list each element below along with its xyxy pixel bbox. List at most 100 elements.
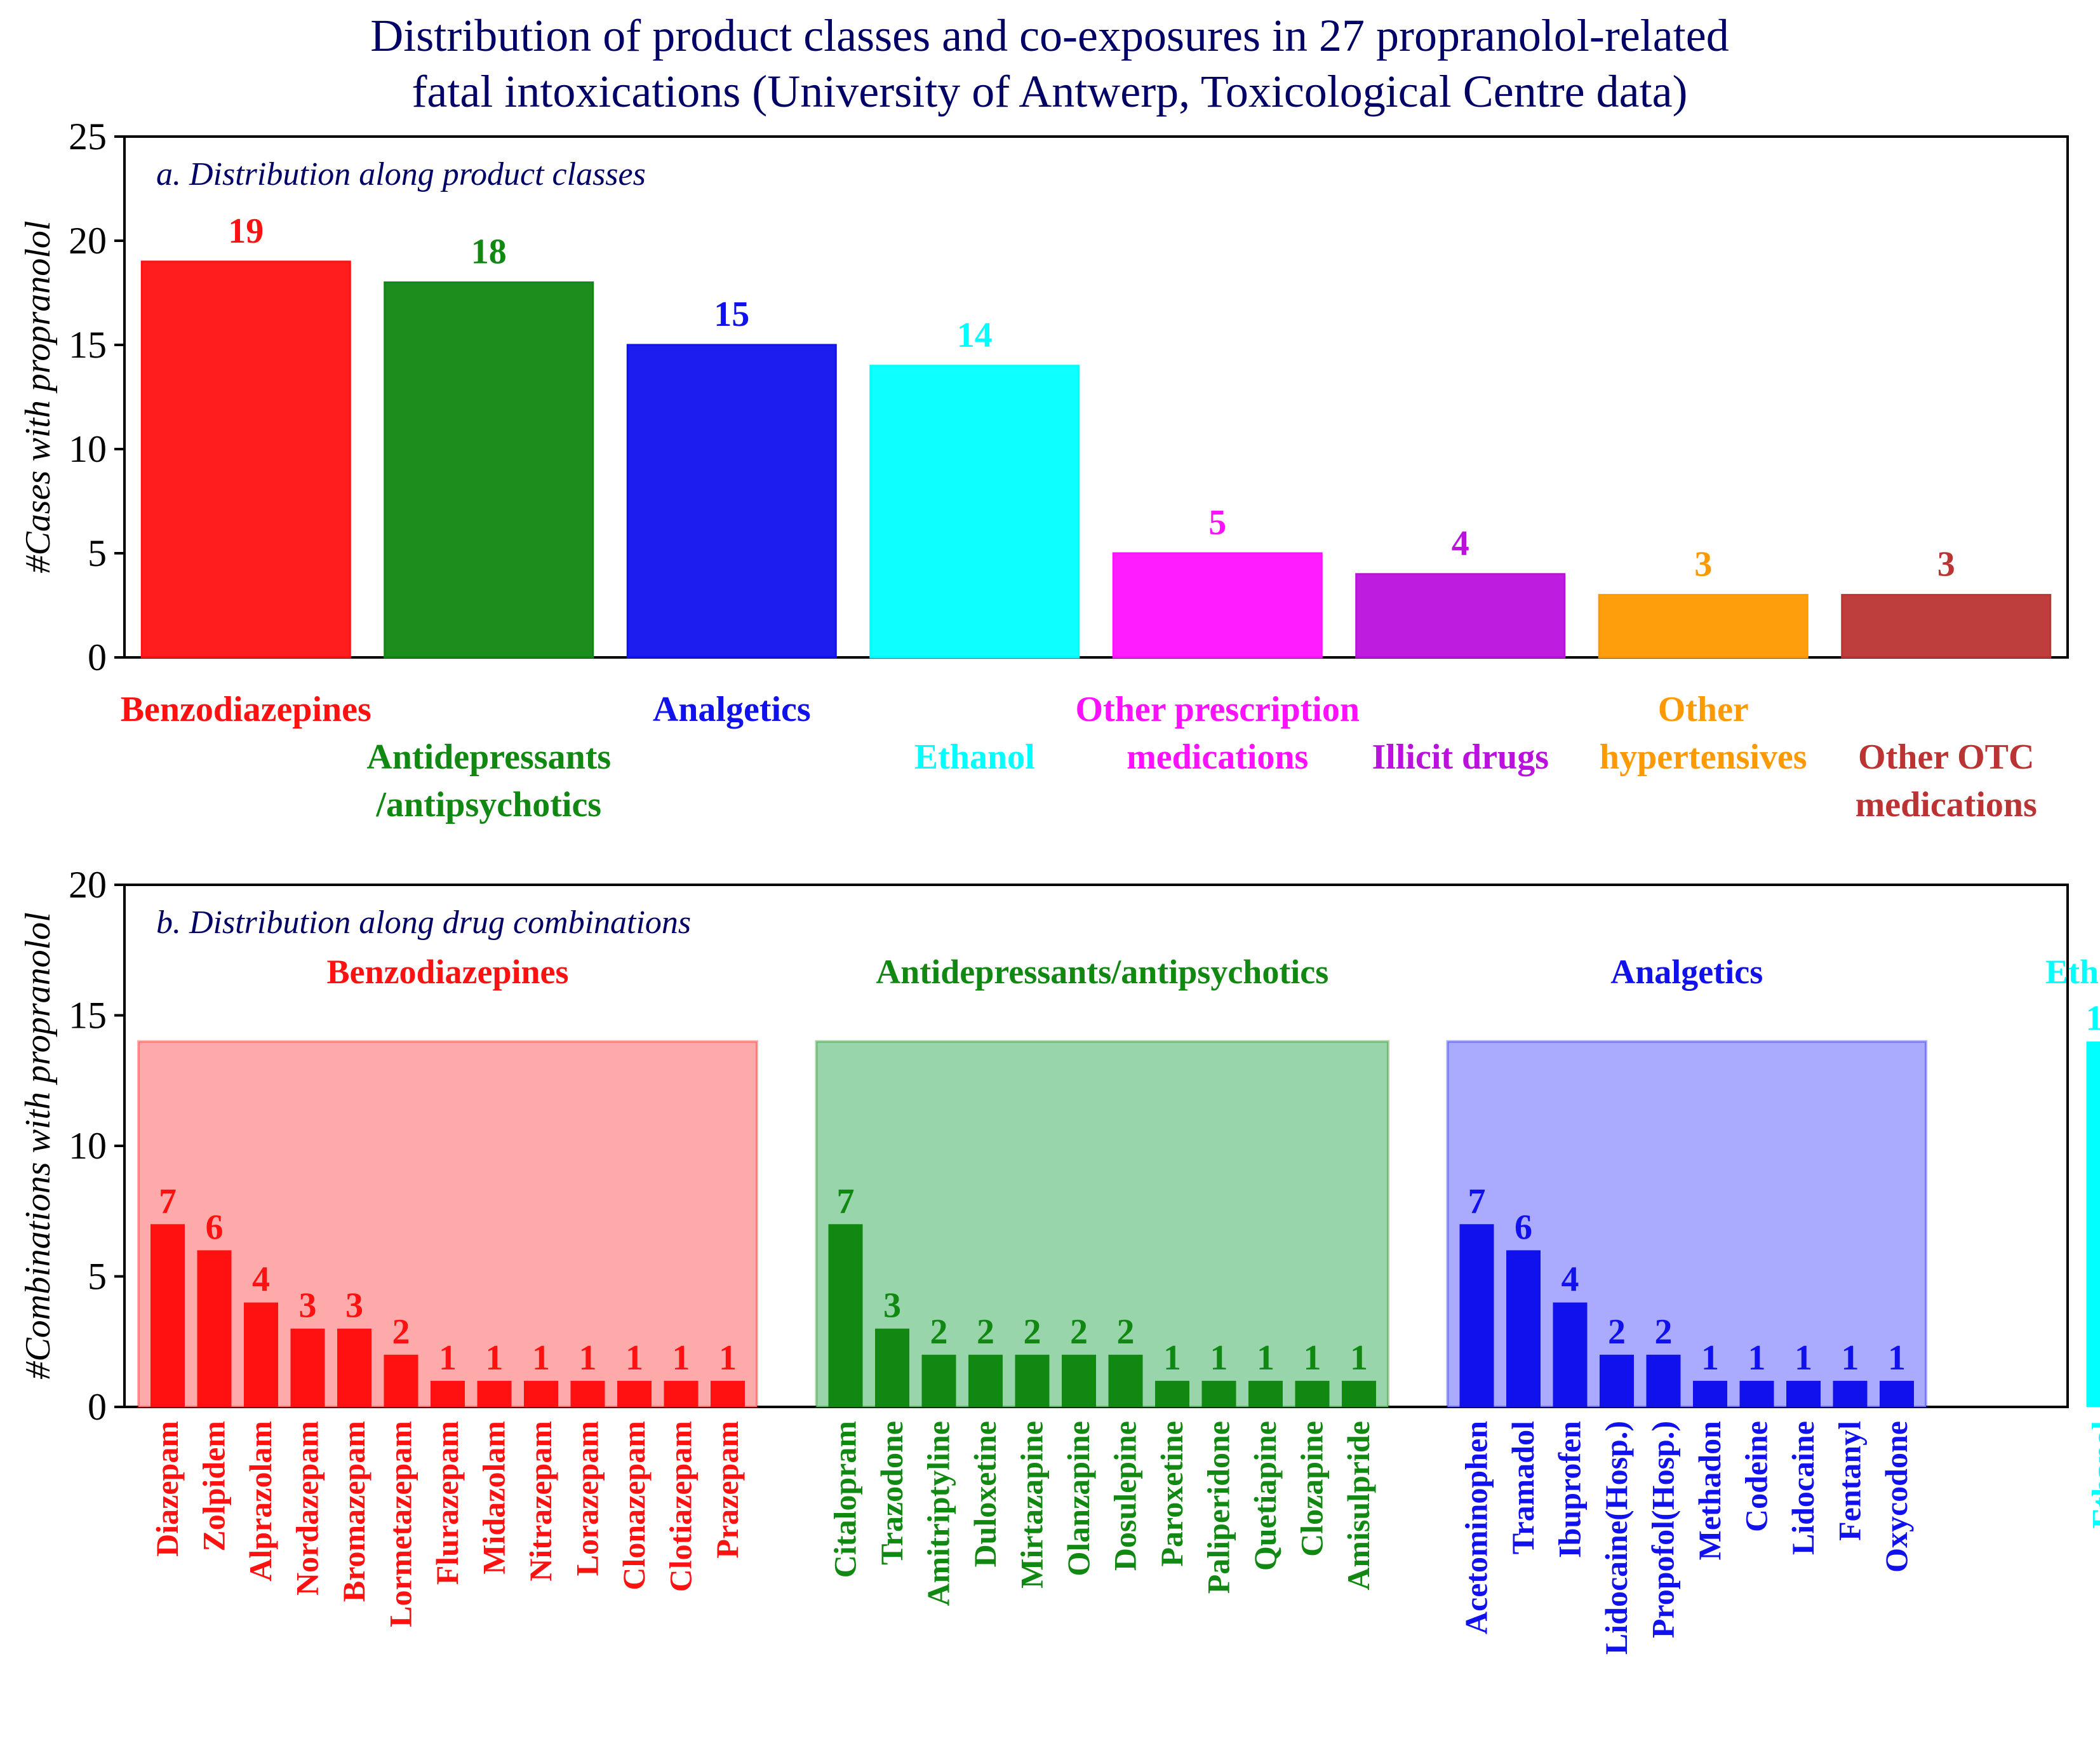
panel-b-value-label-2-2: 3 [883,1286,901,1326]
panel-b-bar-3-9 [1833,1380,1868,1407]
panel-b-drug-label-3-6: Methadon [1692,1421,1727,1561]
panel-b-value-label-3-1: 7 [1468,1181,1486,1221]
panel-b-drug-label-1-6: Lormetazepam [383,1421,418,1627]
panel-b-ytick-label-20: 20 [69,864,107,906]
panel-b-drug-label-2-2: Trazodone [874,1421,909,1565]
panel-b-bar-2-4 [968,1354,1003,1407]
panel-b-value-label-4-1: 14 [2086,999,2100,1039]
chart-title-line-2: fatal intoxications (University of Antwe… [411,66,1687,117]
panel-a-bar-7 [1598,594,1809,659]
panel-b-value-label-1-11: 1 [625,1338,643,1378]
panel-b-value-label-1-10: 1 [579,1338,597,1378]
panel-b-drug-label-2-4: Duloxetine [967,1421,1003,1568]
panel-a-category-label-1-line-1: Benzodiazepines [121,690,371,729]
panel-b-bar-2-9 [1201,1380,1236,1407]
panel-a-value-label-8: 3 [1937,545,1955,584]
panel-b-value-label-1-1: 7 [159,1181,177,1221]
panel-b-value-label-3-5: 2 [1655,1312,1673,1352]
panel-b-drug-label-1-4: Nordazepam [290,1421,325,1596]
panel-b-value-label-2-3: 2 [930,1312,948,1352]
panel-b-drug-label-2-7: Dosulepine [1107,1421,1143,1571]
panel-b-value-label-2-9: 1 [1210,1338,1228,1378]
panel-b-bar-1-12 [664,1380,699,1407]
panel-a-bar-6 [1355,573,1566,659]
panel-b-bar-1-10 [570,1380,605,1407]
panel-b-value-label-3-7: 1 [1748,1338,1766,1378]
panel-a-category-label-5-line-1: Other prescription [1076,690,1360,729]
panel-b-drug-label-1-9: Nitrazepam [523,1421,558,1582]
panel-b-group-label-4: Ethanol [2045,953,2100,991]
panel-b-drug-label-3-3: Ibuprofen [1552,1421,1588,1558]
panel-b-drug-label-2-6: Olanzapine [1060,1421,1096,1576]
panel-b-value-label-1-8: 1 [486,1338,504,1378]
panel-b-drug-label-2-9: Paliperidone [1201,1421,1236,1594]
panel-a-category-label-6-line-1: Illicit drugs [1372,737,1549,777]
panel-b-ytick-label-5: 5 [88,1256,107,1298]
panel-b-drug-label-3-7: Codeine [1739,1421,1774,1532]
panel-b-drug-label-2-8: Paroxetine [1154,1421,1189,1567]
panel-a-value-label-5: 5 [1208,503,1226,542]
panel-a-category-label-7-line-2: hypertensives [1600,737,1807,777]
panel-b-drug-label-2-10: Quetiapine [1247,1421,1283,1571]
panel-b-drug-label-1-10: Lorazepam [570,1421,605,1576]
chart-title-line-1: Distribution of product classes and co-e… [370,10,1729,61]
panel-b-bar-1-13 [711,1380,745,1407]
panel-b-value-label-2-11: 1 [1304,1338,1321,1378]
panel-b-drug-label-1-13: Prazepam [709,1421,745,1559]
panel-b-group-label-1: Benzodiazepines [326,953,568,991]
panel-b-bar-1-4 [290,1328,325,1407]
panel-b-bar-2-5 [1015,1354,1050,1407]
panel-b-bar-2-7 [1108,1354,1143,1407]
panel-b-bar-3-5 [1646,1354,1681,1407]
panel-b-drug-combinations: 0 5 10 15 20 #Combinations with propranolol b.… [18,864,2100,1655]
panel-b-bar-4-1 [2086,1041,2100,1407]
panel-b-bar-3-8 [1786,1380,1821,1407]
panel-a-ytick-label-10: 10 [69,428,107,470]
panel-b-bar-1-6 [384,1354,418,1407]
panel-b-bar-1-11 [617,1380,652,1407]
panel-b-value-label-2-12: 1 [1350,1338,1368,1378]
panel-b-drug-label-1-1: Diazepam [149,1421,185,1557]
panel-a-value-label-6: 4 [1452,524,1469,563]
panel-b-drug-label-3-1: Acetominophen [1459,1421,1494,1634]
panel-b-bar-2-10 [1248,1380,1283,1407]
panel-a-category-label-2-line-1: Antidepressants [366,737,611,777]
panel-b-value-label-2-4: 2 [977,1312,994,1352]
panel-b-value-label-3-9: 1 [1842,1338,1859,1378]
panel-a-value-label-7: 3 [1694,545,1712,584]
panel-b-value-label-1-12: 1 [672,1338,690,1378]
panel-b-value-label-3-8: 1 [1795,1338,1812,1378]
panel-b-bar-3-4 [1600,1354,1634,1407]
panel-b-value-label-2-1: 7 [837,1181,855,1221]
panel-b-drug-label-1-11: Clonazepam [616,1421,652,1590]
panel-b-bar-3-2 [1506,1250,1541,1407]
panel-a-bar-8 [1841,594,2052,659]
panel-b-bar-2-3 [921,1354,956,1407]
panel-b-value-label-2-10: 1 [1257,1338,1274,1378]
panel-b-group-band-1 [137,1040,758,1408]
panel-a-category-label-4-line-1: Ethanol [914,737,1035,777]
panel-b-drug-label-1-12: Clotiazepam [663,1421,699,1592]
panel-b-bar-1-7 [431,1380,465,1407]
panel-b-value-label-3-3: 4 [1562,1260,1579,1300]
panel-a-ytick-label-0: 0 [88,636,107,678]
panel-b-drug-label-1-2: Zolpidem [196,1421,232,1552]
panel-a-category-label-5-line-2: medications [1127,737,1308,777]
panel-a-ylabel: #Cases with propranolol [18,221,58,574]
panel-b-bar-2-2 [875,1328,909,1407]
panel-a-value-label-3: 15 [714,295,749,334]
panel-b-bar-3-3 [1553,1302,1588,1407]
panel-b-group-label-2: Antidepressants/antipsychotics [876,953,1328,991]
panel-b-ytick-label-0: 0 [88,1386,107,1428]
panel-b-bar-3-1 [1459,1224,1494,1407]
panel-b-value-label-1-9: 1 [532,1338,550,1378]
panel-b-drug-label-1-7: Flurazepam [429,1421,465,1585]
panel-b-value-label-3-6: 1 [1701,1338,1719,1378]
panel-b-drug-label-4-1: Ethanol [2085,1421,2100,1529]
panel-b-bar-2-11 [1295,1380,1330,1407]
panel-b-bar-1-2 [197,1250,232,1407]
panel-b-drug-label-1-8: Midazolam [476,1421,512,1575]
panel-b-drug-label-3-2: Tramadol [1505,1421,1541,1554]
panel-b-bar-3-7 [1739,1380,1774,1407]
